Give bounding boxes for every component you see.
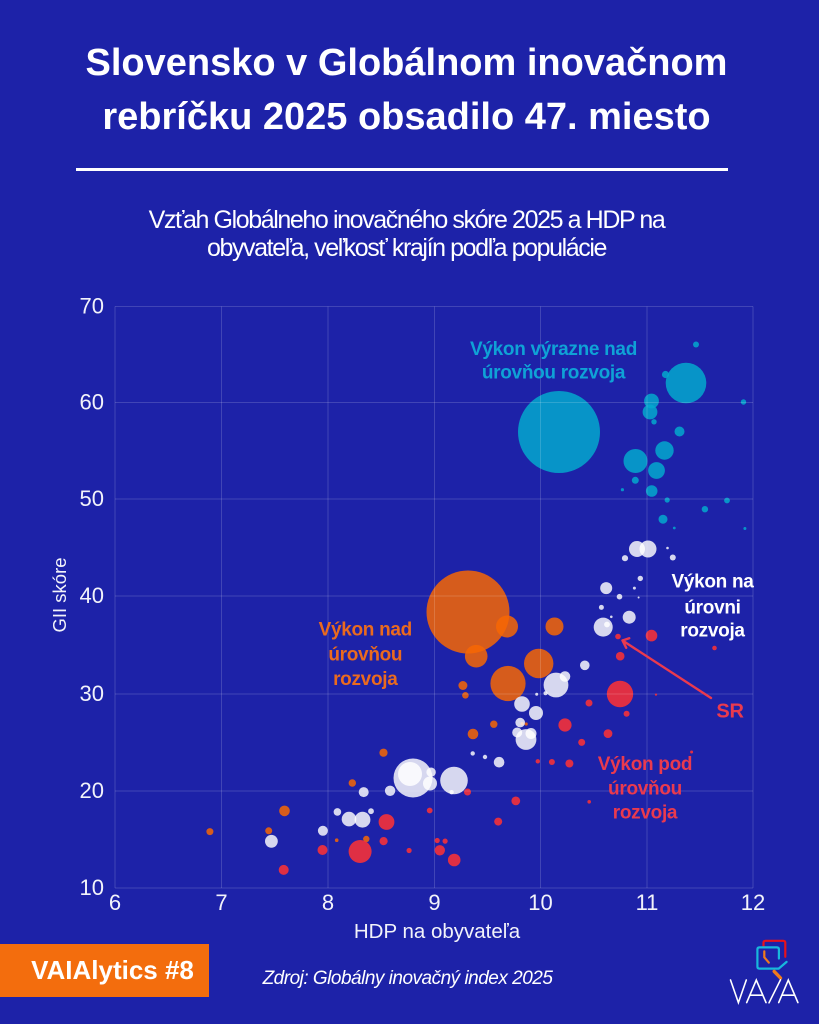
svg-text:40: 40 [80, 583, 104, 608]
svg-text:HDP na obyvateľa: HDP na obyvateľa [354, 920, 521, 943]
svg-text:Výkon na: Výkon na [671, 572, 754, 593]
svg-text:rozvoja: rozvoja [333, 669, 398, 690]
svg-text:20: 20 [80, 778, 104, 803]
svg-text:rozvoja: rozvoja [613, 802, 678, 823]
svg-text:50: 50 [80, 486, 104, 511]
svg-text:10: 10 [80, 875, 104, 900]
svg-text:SR: SR [716, 701, 744, 723]
svg-text:6: 6 [109, 890, 121, 915]
svg-text:Výkon pod: Výkon pod [598, 754, 692, 775]
svg-text:11: 11 [636, 890, 659, 915]
svg-text:rozvoja: rozvoja [680, 621, 745, 642]
svg-text:úrovňou rozvoja: úrovňou rozvoja [482, 363, 626, 384]
svg-text:60: 60 [80, 390, 104, 415]
svg-text:12: 12 [741, 890, 765, 915]
svg-text:8: 8 [322, 890, 334, 915]
svg-text:Výkon výrazne nad: Výkon výrazne nad [470, 339, 637, 360]
svg-text:70: 70 [80, 294, 104, 319]
svg-text:7: 7 [215, 890, 227, 915]
svg-text:úrovni: úrovni [684, 598, 740, 619]
svg-text:Výkon nad: Výkon nad [319, 620, 412, 641]
svg-text:9: 9 [428, 890, 440, 915]
svg-text:GII skóre: GII skóre [49, 557, 70, 632]
svg-text:10: 10 [528, 890, 552, 915]
svg-text:úrovňou: úrovňou [328, 645, 402, 666]
svg-text:30: 30 [80, 681, 104, 706]
svg-text:úrovňou: úrovňou [608, 779, 682, 800]
